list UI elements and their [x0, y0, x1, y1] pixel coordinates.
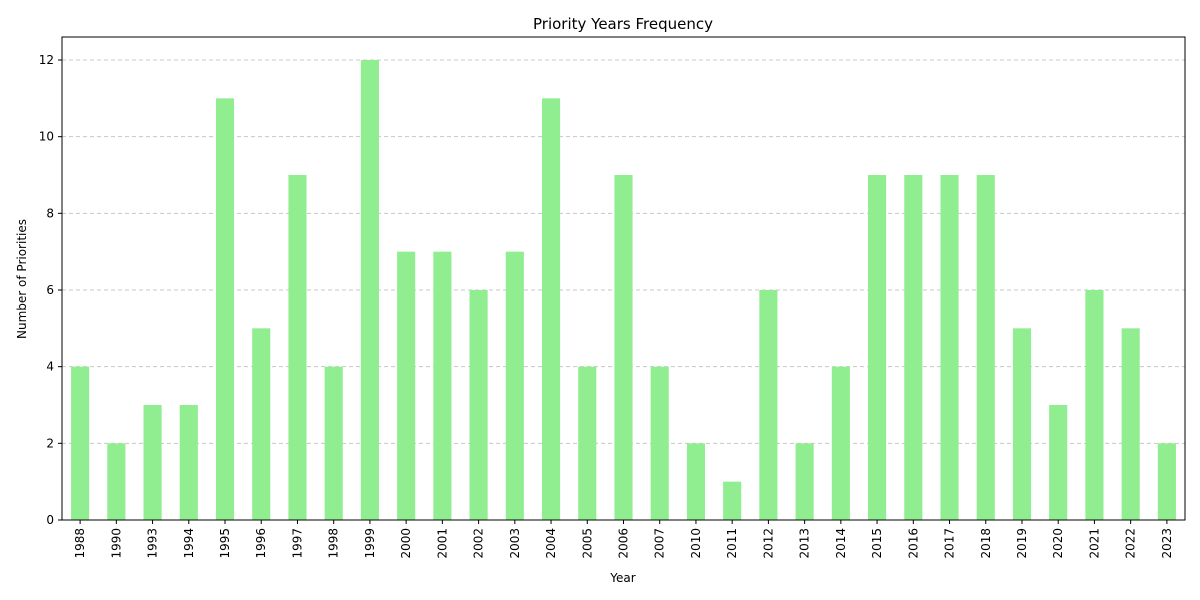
bar-1990 — [107, 443, 125, 520]
x-tick-label: 2017 — [943, 528, 957, 559]
bar-2004 — [542, 98, 560, 520]
bar-2005 — [578, 367, 596, 520]
y-axis-ticks: 0 2 4 6 8 10 12 — [39, 53, 62, 527]
y-tick-label: 12 — [39, 53, 54, 67]
x-tick-label: 2002 — [472, 528, 486, 559]
bar-1994 — [180, 405, 198, 520]
x-tick-label: 2015 — [870, 528, 884, 559]
x-tick-label: 1994 — [182, 528, 196, 559]
y-tick-label: 8 — [46, 206, 54, 220]
y-tick-label: 2 — [46, 436, 54, 450]
y-tick-label: 6 — [46, 283, 54, 297]
bar-1993 — [144, 405, 162, 520]
bar-2014 — [832, 367, 850, 520]
x-tick-label: 2016 — [906, 528, 920, 559]
bar-2019 — [1013, 328, 1031, 520]
bar-2006 — [614, 175, 632, 520]
bar-2021 — [1085, 290, 1103, 520]
x-axis-ticks: 1988 1990 1993 1994 1995 1996 1997 1998 1999 2000… — [73, 520, 1174, 559]
bar-2007 — [651, 367, 669, 520]
bar-2017 — [940, 175, 958, 520]
bar-1998 — [325, 367, 343, 520]
bar-2015 — [868, 175, 886, 520]
y-tick-label: 10 — [39, 130, 54, 144]
bar-1997 — [288, 175, 306, 520]
bar-2013 — [796, 443, 814, 520]
x-tick-label: 2003 — [508, 528, 522, 559]
bar-2000 — [397, 252, 415, 520]
bar-2020 — [1049, 405, 1067, 520]
bar-2001 — [433, 252, 451, 520]
bar-2022 — [1122, 328, 1140, 520]
bar-2003 — [506, 252, 524, 520]
x-tick-label: 2011 — [725, 528, 739, 559]
x-tick-label: 1998 — [327, 528, 341, 559]
x-tick-label: 2007 — [653, 528, 667, 559]
x-tick-label: 2010 — [689, 528, 703, 559]
x-tick-label: 2004 — [544, 528, 558, 559]
x-tick-label: 2006 — [617, 528, 631, 559]
x-tick-label: 1995 — [218, 528, 232, 559]
x-tick-label: 2014 — [834, 528, 848, 559]
chart-title: Priority Years Frequency — [533, 15, 713, 33]
x-tick-label: 1988 — [73, 528, 87, 559]
x-tick-label: 2021 — [1087, 528, 1101, 559]
x-tick-label: 2000 — [399, 528, 413, 559]
bar-2011 — [723, 482, 741, 520]
x-tick-label: 1990 — [109, 528, 123, 559]
bar-2016 — [904, 175, 922, 520]
x-tick-label: 2012 — [761, 528, 775, 559]
bar-1996 — [252, 328, 270, 520]
x-tick-label: 1999 — [363, 528, 377, 559]
y-axis-title: Number of Priorities — [15, 219, 29, 339]
x-tick-label: 2022 — [1124, 528, 1138, 559]
x-tick-label: 2001 — [435, 528, 449, 559]
bar-1999 — [361, 60, 379, 520]
bar-1995 — [216, 98, 234, 520]
y-tick-label: 0 — [46, 513, 54, 527]
x-axis-title: Year — [609, 571, 635, 585]
x-tick-label: 2019 — [1015, 528, 1029, 559]
bar-2010 — [687, 443, 705, 520]
x-tick-label: 2020 — [1051, 528, 1065, 559]
x-tick-label: 2005 — [580, 528, 594, 559]
x-tick-label: 1996 — [254, 528, 268, 559]
x-tick-label: 1993 — [146, 528, 160, 559]
bar-2012 — [759, 290, 777, 520]
bar-2002 — [470, 290, 488, 520]
x-tick-label: 2013 — [798, 528, 812, 559]
x-tick-label: 2023 — [1160, 528, 1174, 559]
x-tick-label: 2018 — [979, 528, 993, 559]
bar-2018 — [977, 175, 995, 520]
bar-2023 — [1158, 443, 1176, 520]
x-tick-label: 1997 — [290, 528, 304, 559]
bar-1988 — [71, 367, 89, 520]
y-tick-label: 4 — [46, 360, 54, 374]
